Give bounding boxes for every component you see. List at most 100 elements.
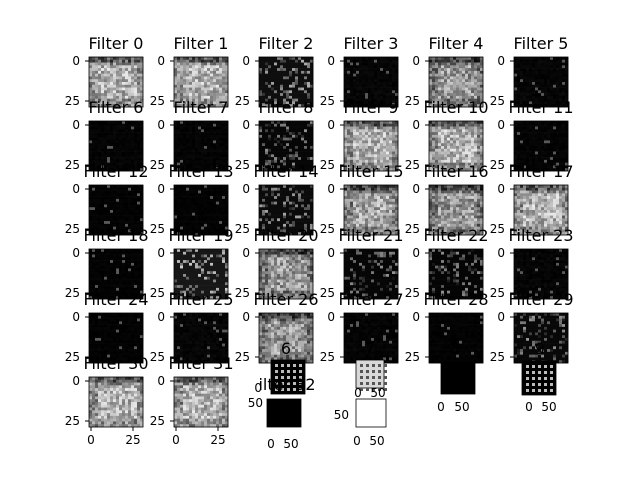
pixel-cell xyxy=(289,168,293,172)
pixel-cell xyxy=(432,126,436,130)
pixel-cell xyxy=(204,134,208,138)
pixel-cell xyxy=(219,93,223,97)
pixel-cell xyxy=(225,193,229,197)
pixel-cell xyxy=(122,204,126,208)
pixel-cell xyxy=(353,154,357,158)
pixel-cell xyxy=(131,65,135,69)
pixel-cell xyxy=(131,223,135,227)
pixel-cell xyxy=(268,146,272,150)
pixel-cell xyxy=(435,95,439,99)
pixel-cell xyxy=(368,95,372,99)
pixel-cell xyxy=(550,98,554,102)
pixel-cell xyxy=(192,57,196,61)
pixel-cell xyxy=(520,76,524,80)
pixel-cell xyxy=(201,137,205,141)
pixel-cell xyxy=(286,65,290,69)
pixel-cell xyxy=(286,140,290,144)
pixel-cell xyxy=(377,90,381,94)
pixel-cell xyxy=(389,95,393,99)
pixel-cell xyxy=(514,121,518,125)
pixel-cell xyxy=(131,95,135,99)
pixel-cell xyxy=(380,148,384,152)
pixel-cell xyxy=(547,157,551,161)
pixel-cell xyxy=(365,159,369,163)
pixel-cell xyxy=(201,62,205,66)
filter-panel: 025 xyxy=(320,118,399,172)
pixel-cell xyxy=(474,140,478,144)
pixel-cell xyxy=(201,151,205,155)
pixel-cell xyxy=(207,187,211,191)
pixel-cell xyxy=(386,132,390,136)
pixel-cell xyxy=(280,151,284,155)
pixel-cell xyxy=(371,70,375,74)
pixel-cell xyxy=(125,68,129,72)
pixel-cell xyxy=(550,148,554,152)
pixel-cell xyxy=(186,212,190,216)
pixel-cell xyxy=(183,210,187,214)
pixel-cell xyxy=(134,148,138,152)
pixel-cell xyxy=(116,226,120,230)
pixel-cell xyxy=(368,151,372,155)
pixel-cell xyxy=(268,229,272,233)
pixel-cell xyxy=(344,65,348,69)
pixel-cell xyxy=(383,104,387,108)
pixel-cell xyxy=(304,165,308,169)
pixel-cell xyxy=(186,146,190,150)
pixel-cell xyxy=(268,168,272,172)
pixel-cell xyxy=(310,190,314,194)
pixel-cell xyxy=(444,95,448,99)
pixel-cell xyxy=(459,68,463,72)
pixel-cell xyxy=(92,87,96,91)
pixel-cell xyxy=(565,79,569,83)
pixel-cell xyxy=(298,190,302,194)
pixel-cell xyxy=(265,207,269,211)
pixel-cell xyxy=(268,84,272,88)
pixel-cell xyxy=(435,165,439,169)
pixel-cell xyxy=(271,185,275,189)
pixel-cell xyxy=(119,154,123,158)
pixel-cell xyxy=(368,79,372,83)
pixel-cell xyxy=(89,129,93,133)
pixel-cell xyxy=(544,68,548,72)
pixel-cell xyxy=(140,59,144,63)
pixel-cell xyxy=(277,121,281,125)
pixel-cell xyxy=(186,207,190,211)
pixel-cell xyxy=(438,146,442,150)
pixel-cell xyxy=(395,140,399,144)
pixel-cell xyxy=(107,87,111,91)
pixel-cell xyxy=(219,87,223,91)
pixel-cell xyxy=(265,76,269,80)
pixel-cell xyxy=(134,73,138,77)
pixel-cell xyxy=(125,84,129,88)
pixel-cell xyxy=(98,201,102,205)
pixel-cell xyxy=(450,159,454,163)
pixel-cell xyxy=(101,57,105,61)
pixel-cell xyxy=(301,104,305,108)
pixel-cell xyxy=(177,93,181,97)
pixel-cell xyxy=(101,70,105,74)
pixel-cell xyxy=(517,76,521,80)
pixel-cell xyxy=(283,98,287,102)
pixel-cell xyxy=(429,95,433,99)
pixel-cell xyxy=(292,193,296,197)
pixel-cell xyxy=(101,59,105,63)
pixel-cell xyxy=(371,162,375,166)
pixel-cell xyxy=(438,90,442,94)
pixel-cell xyxy=(280,70,284,74)
pixel-cell xyxy=(565,76,569,80)
pixel-cell xyxy=(523,101,527,105)
pixel-cell xyxy=(547,57,551,61)
pixel-cell xyxy=(110,70,114,74)
pixel-cell xyxy=(550,104,554,108)
pixel-cell xyxy=(183,68,187,72)
pixel-cell xyxy=(310,162,314,166)
pixel-cell xyxy=(556,90,560,94)
pixel-cell xyxy=(110,84,114,88)
pixel-cell xyxy=(283,162,287,166)
pixel-cell xyxy=(544,159,548,163)
pixel-cell xyxy=(371,146,375,150)
pixel-cell xyxy=(277,137,281,141)
y-tick-label: 0 xyxy=(72,182,80,196)
pixel-cell xyxy=(259,154,263,158)
pixel-cell xyxy=(347,165,351,169)
